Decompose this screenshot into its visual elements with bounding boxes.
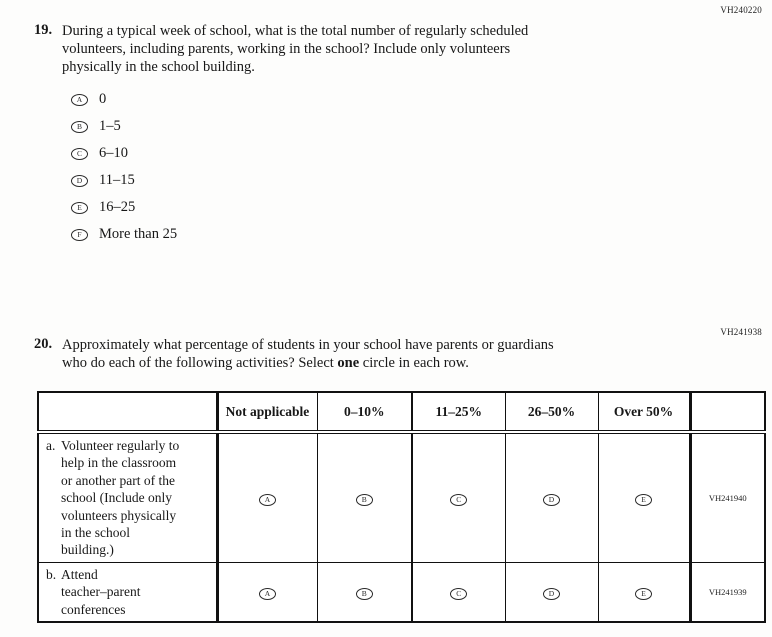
question-19-line-1: During a typical week of school, what is… — [62, 23, 529, 39]
option-row-5: F More than 25 — [71, 221, 177, 248]
question-19-number: 19. — [34, 22, 53, 38]
item-code-q20: VH241938 — [720, 327, 762, 337]
header-0-10: 0–10% — [316, 391, 413, 434]
header-empty-label — [37, 391, 218, 434]
option-row-1: B 1–5 — [71, 113, 177, 140]
question-19-text: During a typical week of school, what is… — [62, 22, 528, 76]
row-b-label-cell: b. Attend teacher–parent conferences — [37, 561, 218, 623]
header-26-50: 26–50% — [504, 391, 599, 434]
table-row-a: a. Volunteer regularly to help in the cl… — [37, 431, 766, 563]
question-20-number: 20. — [34, 336, 53, 352]
answer-bubble-c[interactable]: C — [71, 147, 88, 160]
row-b-cell-over-50: E — [597, 561, 691, 623]
row-b-bubble-e[interactable]: E — [635, 587, 652, 600]
row-a-cell-not-applicable: A — [215, 431, 318, 563]
row-b-bubble-b[interactable]: B — [355, 587, 373, 600]
row-b-cell-0-10: B — [316, 561, 413, 623]
row-a-marker: a. — [46, 438, 56, 453]
row-a-cell-over-50: E — [597, 431, 691, 563]
question-19: 19. During a typical week of school, wha… — [34, 22, 528, 76]
row-b-marker: b. — [46, 566, 57, 582]
row-b-cell-not-applicable: A — [215, 561, 318, 623]
answer-bubble-b[interactable]: B — [71, 120, 88, 133]
option-row-3: D 11–15 — [71, 167, 177, 194]
answer-bubble-f[interactable]: F — [71, 228, 88, 241]
row-a-cell-11-25: C — [411, 431, 506, 563]
option-label-1: 1–5 — [99, 118, 121, 134]
option-label-3: 11–15 — [99, 172, 135, 188]
item-code-q19: VH240220 — [720, 5, 762, 15]
row-b-cell-11-25: C — [411, 561, 506, 623]
row-a-bubble-e[interactable]: E — [635, 493, 652, 506]
answer-bubble-a[interactable]: A — [71, 93, 88, 106]
answer-bubble-e[interactable]: E — [71, 201, 88, 214]
header-over-50: Over 50% — [597, 391, 691, 434]
answer-bubble-d[interactable]: D — [71, 174, 88, 187]
header-not-applicable: Not applicable — [215, 391, 318, 434]
header-11-25: 11–25% — [411, 391, 506, 434]
question-20-line-1: Approximately what percentage of student… — [62, 337, 554, 353]
row-b-bubble-c[interactable]: C — [450, 587, 468, 600]
row-a-label: a. Volunteer regularly to help in the cl… — [46, 438, 180, 558]
table-row-b: b. Attend teacher–parent conferences A B… — [37, 561, 766, 623]
option-label-5: More than 25 — [99, 226, 178, 242]
row-a-label-cell: a. Volunteer regularly to help in the cl… — [37, 431, 218, 563]
table-header-row: Not applicable 0–10% 11–25% 26–50% Over … — [37, 391, 766, 434]
row-b-bubble-a[interactable]: A — [259, 587, 276, 600]
option-label-0: 0 — [99, 91, 107, 107]
option-label-4: 16–25 — [99, 199, 136, 215]
row-b-item-code: VH241939 — [688, 561, 766, 623]
option-row-4: E 16–25 — [71, 194, 177, 221]
option-row-2: C 6–10 — [71, 140, 177, 167]
option-row-0: A 0 — [71, 86, 177, 113]
question-20-line-2: who do each of the following activities?… — [62, 355, 469, 371]
header-empty-code — [688, 391, 766, 434]
row-a-bubble-d[interactable]: D — [543, 493, 560, 506]
row-a-bubble-a[interactable]: A — [259, 493, 276, 506]
question-20: 20. Approximately what percentage of stu… — [34, 336, 554, 372]
row-b-bubble-d[interactable]: D — [543, 587, 560, 600]
q20-table: Not applicable 0–10% 11–25% 26–50% Over … — [37, 391, 766, 624]
question-19-line-2: volunteers, including parents, working i… — [62, 41, 511, 57]
row-a-item-code: VH241940 — [688, 431, 766, 563]
row-a-cell-26-50: D — [504, 431, 599, 563]
row-b-cell-26-50: D — [504, 561, 599, 623]
emphasis-one: one — [337, 355, 360, 371]
row-a-cell-0-10: B — [316, 431, 413, 563]
row-a-bubble-b[interactable]: B — [355, 493, 373, 506]
option-label-2: 6–10 — [99, 145, 128, 161]
row-b-label: b. Attend teacher–parent conferences — [46, 566, 141, 617]
question-19-options: A 0 B 1–5 C 6–10 D 11–15 E 16–25 F More … — [71, 86, 177, 248]
question-20-text: Approximately what percentage of student… — [62, 336, 554, 372]
row-a-bubble-c[interactable]: C — [450, 493, 468, 506]
question-19-line-3: physically in the school building. — [62, 59, 255, 75]
